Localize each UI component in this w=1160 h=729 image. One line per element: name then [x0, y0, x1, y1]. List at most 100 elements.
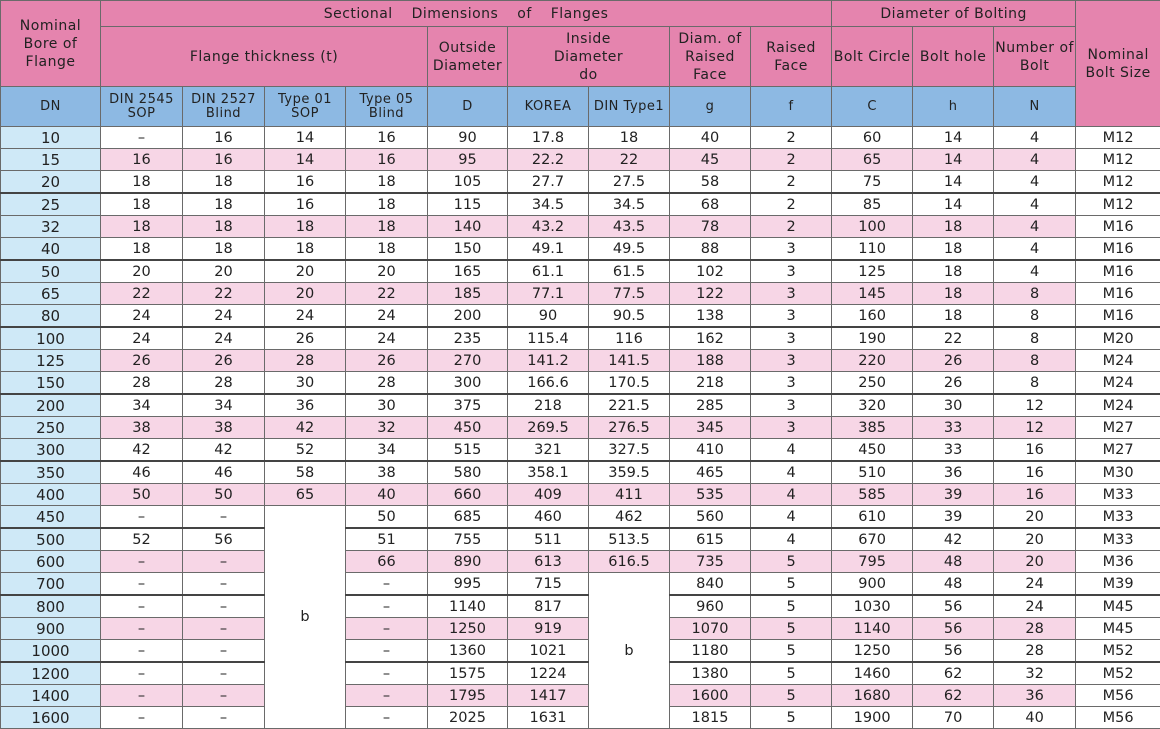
table-cell: 16 — [994, 439, 1076, 462]
header-cell: Outside Diameter — [428, 27, 508, 87]
table-cell: M27 — [1076, 439, 1160, 462]
table-cell: 4 — [751, 439, 832, 462]
table-cell: 14 — [265, 127, 346, 149]
table-cell: 1360 — [428, 640, 508, 663]
table-cell: 16 — [183, 127, 265, 149]
column-header: D — [428, 87, 508, 127]
table-cell: 50 — [183, 484, 265, 506]
table-cell: 16 — [994, 484, 1076, 506]
table-cell: 65 — [1, 283, 101, 305]
table-cell: 38 — [346, 461, 428, 484]
table-cell: 1200 — [1, 662, 101, 685]
table-cell: 3 — [751, 327, 832, 350]
table-cell: 140 — [428, 216, 508, 238]
table-cell: 1030 — [832, 595, 913, 618]
table-cell: 585 — [832, 484, 913, 506]
table-cell: M12 — [1076, 193, 1160, 216]
table-cell: 16 — [346, 127, 428, 149]
table-cell: 2 — [751, 193, 832, 216]
table-cell: 42 — [101, 439, 183, 462]
table-cell: 34.5 — [589, 193, 670, 216]
table-cell: 18 — [346, 238, 428, 261]
column-header: DN — [1, 87, 101, 127]
table-cell: 510 — [832, 461, 913, 484]
table-cell: 2025 — [428, 707, 508, 729]
table-cell: 18 — [913, 283, 994, 305]
column-header: h — [913, 87, 994, 127]
table-cell: 18 — [913, 216, 994, 238]
table-cell: 190 — [832, 327, 913, 350]
table-cell: – — [183, 506, 265, 529]
table-cell: 16 — [994, 461, 1076, 484]
table-cell: 1680 — [832, 685, 913, 707]
table-cell: 4 — [994, 193, 1076, 216]
table-cell: 22.2 — [508, 149, 589, 171]
table-cell: 100 — [1, 327, 101, 350]
table-cell: 385 — [832, 417, 913, 439]
table-cell: 32 — [1, 216, 101, 238]
table-cell: 460 — [508, 506, 589, 529]
table-cell: 185 — [428, 283, 508, 305]
column-header: DIN 2527 Blind — [183, 87, 265, 127]
table-cell: 46 — [101, 461, 183, 484]
table-cell: 359.5 — [589, 461, 670, 484]
table-cell: 16 — [346, 149, 428, 171]
table-cell: 22 — [589, 149, 670, 171]
table-cell: 56 — [913, 595, 994, 618]
table-cell: 3 — [751, 260, 832, 283]
table-cell: 30 — [346, 394, 428, 417]
table-cell: – — [346, 618, 428, 640]
table-cell: 95 — [428, 149, 508, 171]
header-cell: Flange thickness (t) — [101, 27, 428, 87]
table-cell: 235 — [428, 327, 508, 350]
column-header: Type 05 Blind — [346, 87, 428, 127]
table-cell: 56 — [913, 640, 994, 663]
table-cell: 400 — [1, 484, 101, 506]
table-cell: 40 — [670, 127, 751, 149]
table-cell: 5 — [751, 618, 832, 640]
table-cell: 102 — [670, 260, 751, 283]
table-cell: 26 — [913, 350, 994, 372]
table-cell: 462 — [589, 506, 670, 529]
table-cell: 65 — [832, 149, 913, 171]
table-cell: 30 — [913, 394, 994, 417]
table-cell: 250 — [1, 417, 101, 439]
table-cell: 40 — [994, 707, 1076, 729]
column-header: DIN Type1 — [589, 87, 670, 127]
table-cell: 735 — [670, 551, 751, 573]
table-cell: 34.5 — [508, 193, 589, 216]
table-cell: 4 — [751, 484, 832, 506]
table-cell: 14 — [913, 149, 994, 171]
table-cell: – — [346, 707, 428, 729]
table-cell: M24 — [1076, 350, 1160, 372]
table-cell: 40 — [346, 484, 428, 506]
table-cell: 450 — [832, 439, 913, 462]
table-cell: 50 — [346, 506, 428, 529]
column-header: DIN 2545 SOP — [101, 87, 183, 127]
table-cell: M36 — [1076, 551, 1160, 573]
table-cell: 166.6 — [508, 372, 589, 395]
table-cell: 2 — [751, 149, 832, 171]
table-cell: 18 — [101, 171, 183, 194]
table-cell: 685 — [428, 506, 508, 529]
table-cell: 3 — [751, 394, 832, 417]
table-cell: 18 — [589, 127, 670, 149]
table-cell: M33 — [1076, 506, 1160, 529]
table-cell: 18 — [346, 216, 428, 238]
table-cell: 358.1 — [508, 461, 589, 484]
table-cell: 12 — [994, 394, 1076, 417]
table-cell: 122 — [670, 283, 751, 305]
table-cell: – — [101, 551, 183, 573]
table-cell: 46 — [183, 461, 265, 484]
table-cell: 116 — [589, 327, 670, 350]
